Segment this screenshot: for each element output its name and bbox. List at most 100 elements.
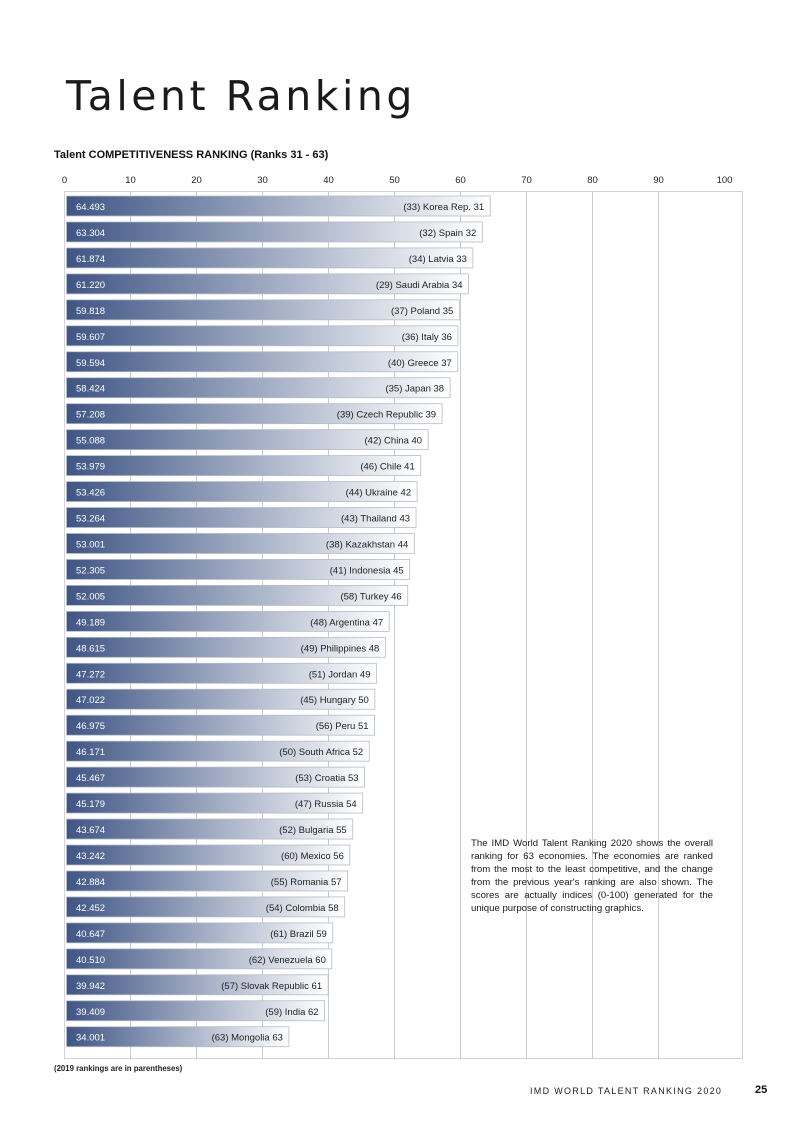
bar-country-label: (32) Spain 32 bbox=[419, 228, 476, 239]
x-tick-label: 20 bbox=[191, 175, 202, 186]
bar bbox=[66, 429, 429, 451]
bar-value-label: 45.179 bbox=[76, 799, 105, 810]
x-axis-ticks: 0 10 20 30 40 50 60 70 80 90 100 bbox=[62, 175, 733, 186]
bar-value-label: 47.272 bbox=[76, 669, 105, 680]
x-tick-label: 30 bbox=[257, 175, 268, 186]
bar-value-label: 42.452 bbox=[76, 903, 105, 914]
x-tick-label: 80 bbox=[587, 175, 598, 186]
x-tick-label: 70 bbox=[521, 175, 532, 186]
bar-value-label: 58.424 bbox=[76, 384, 105, 395]
bar-row: 39.409 (59) India 62 bbox=[66, 1000, 325, 1022]
bar-value-label: 57.208 bbox=[76, 410, 105, 421]
bar bbox=[66, 585, 409, 606]
bar-row: 61.220 (29) Saudi Arabia 34 bbox=[66, 273, 469, 295]
bar-country-label: (40) Greece 37 bbox=[388, 358, 452, 369]
bar-country-label: (59) India 62 bbox=[265, 1007, 318, 1018]
bar-row: 58.424 (35) Japan 38 bbox=[66, 377, 451, 399]
bar-value-label: 39.942 bbox=[76, 981, 105, 992]
footnote: (2019 rankings are in parentheses) bbox=[54, 1064, 183, 1073]
bar-row: 45.467 (53) Croatia 53 bbox=[66, 766, 365, 788]
bar bbox=[66, 948, 333, 970]
bar-country-label: (42) China 40 bbox=[365, 436, 423, 447]
bar-row: 53.426 (44) Ukraine 42 bbox=[66, 481, 418, 502]
bar bbox=[66, 610, 390, 632]
bar-value-label: 61.874 bbox=[76, 254, 105, 265]
page-number: 25 bbox=[755, 1084, 768, 1096]
bar-country-label: (43) Thailand 43 bbox=[341, 514, 410, 525]
bar-country-label: (36) Italy 36 bbox=[402, 332, 452, 343]
bar bbox=[66, 351, 459, 373]
bar-country-label: (34) Latvia 33 bbox=[409, 254, 467, 265]
bar-value-label: 34.001 bbox=[76, 1033, 105, 1044]
bar bbox=[66, 507, 417, 528]
bar-country-label: (54) Colombia 58 bbox=[266, 903, 339, 914]
chart-title: Talent COMPETITIVENESS RANKING (Ranks 31… bbox=[54, 149, 329, 161]
bar bbox=[66, 1026, 290, 1048]
bar-country-label: (37) Poland 35 bbox=[391, 306, 453, 317]
bar bbox=[66, 481, 418, 502]
footer-label: IMD WORLD TALENT RANKING 2020 bbox=[530, 1086, 723, 1096]
bar-value-label: 52.005 bbox=[76, 591, 105, 602]
bar-value-label: 53.979 bbox=[76, 462, 105, 473]
bar-row: 42.452 (54) Colombia 58 bbox=[66, 896, 346, 918]
bar-value-label: 59.607 bbox=[76, 332, 105, 343]
bar-country-label: (60) Mexico 56 bbox=[281, 851, 344, 862]
x-tick-label: 10 bbox=[125, 175, 136, 186]
bar-row: 40.510 (62) Venezuela 60 bbox=[66, 948, 333, 970]
bar bbox=[66, 662, 377, 684]
bar-country-label: (41) Indonesia 45 bbox=[330, 565, 404, 576]
bar-country-label: (52) Bulgaria 55 bbox=[279, 825, 347, 836]
bar-country-label: (47) Russia 54 bbox=[295, 799, 357, 810]
bar-value-label: 40.647 bbox=[76, 929, 105, 940]
bar-value-label: 45.467 bbox=[76, 773, 105, 784]
x-tick-label: 90 bbox=[653, 175, 664, 186]
bar bbox=[66, 377, 451, 399]
bar-country-label: (29) Saudi Arabia 34 bbox=[376, 280, 463, 291]
bar-value-label: 46.171 bbox=[76, 747, 105, 758]
bar-value-label: 61.220 bbox=[76, 280, 105, 291]
bar-value-label: 59.594 bbox=[76, 358, 105, 369]
x-tick-label: 60 bbox=[455, 175, 466, 186]
bar bbox=[66, 792, 364, 814]
bar-value-label: 43.674 bbox=[76, 825, 105, 836]
bars: 64.493 (33) Korea Rep. 31 63.304 (32) Spain… bbox=[66, 195, 491, 1048]
bar bbox=[66, 636, 386, 658]
bar-row: 46.975 (56) Peru 51 bbox=[66, 714, 375, 736]
bar-country-label: (61) Brazil 59 bbox=[270, 929, 327, 940]
bar-value-label: 53.426 bbox=[76, 488, 105, 499]
bar-value-label: 52.305 bbox=[76, 565, 105, 576]
bar-row: 49.189 (48) Argentina 47 bbox=[66, 610, 390, 632]
bar-value-label: 42.884 bbox=[76, 877, 105, 888]
bar-row: 57.208 (39) Czech Republic 39 bbox=[66, 403, 443, 425]
bar-row: 34.001 (63) Mongolia 63 bbox=[66, 1026, 290, 1048]
bar-country-label: (39) Czech Republic 39 bbox=[337, 410, 436, 421]
bar-country-label: (45) Hungary 50 bbox=[300, 695, 369, 706]
bar-row: 53.979 (46) Chile 41 bbox=[66, 455, 422, 477]
bar bbox=[66, 455, 422, 477]
bar-row: 53.264 (43) Thailand 43 bbox=[66, 507, 417, 528]
bar-value-label: 43.242 bbox=[76, 851, 105, 862]
bar bbox=[66, 1000, 325, 1022]
bar-country-label: (57) Slovak Republic 61 bbox=[221, 981, 322, 992]
x-tick-label: 0 bbox=[62, 175, 67, 186]
bar bbox=[66, 688, 376, 710]
x-tick-label: 50 bbox=[389, 175, 400, 186]
bar-row: 59.594 (40) Greece 37 bbox=[66, 351, 459, 373]
bar bbox=[66, 870, 348, 892]
bar-row: 43.674 (52) Bulgaria 55 bbox=[66, 818, 354, 840]
bar-country-label: (35) Japan 38 bbox=[385, 384, 444, 395]
x-tick-label: 40 bbox=[323, 175, 334, 186]
bar-country-label: (33) Korea Rep. 31 bbox=[403, 202, 484, 213]
bar-row: 59.607 (36) Italy 36 bbox=[66, 325, 459, 347]
bar-row: 47.272 (51) Jordan 49 bbox=[66, 662, 377, 684]
bar-row: 42.884 (55) Romania 57 bbox=[66, 870, 348, 892]
bar-row: 46.171 (50) South Africa 52 bbox=[66, 740, 370, 762]
bar-row: 40.647 (61) Brazil 59 bbox=[66, 922, 334, 944]
bar-country-label: (38) Kazakhstan 44 bbox=[326, 539, 408, 550]
bar-row: 53.001 (38) Kazakhstan 44 bbox=[66, 533, 415, 554]
bar bbox=[66, 896, 346, 918]
bar-row: 52.305 (41) Indonesia 45 bbox=[66, 559, 411, 580]
bar bbox=[66, 221, 483, 243]
bar bbox=[66, 766, 365, 788]
